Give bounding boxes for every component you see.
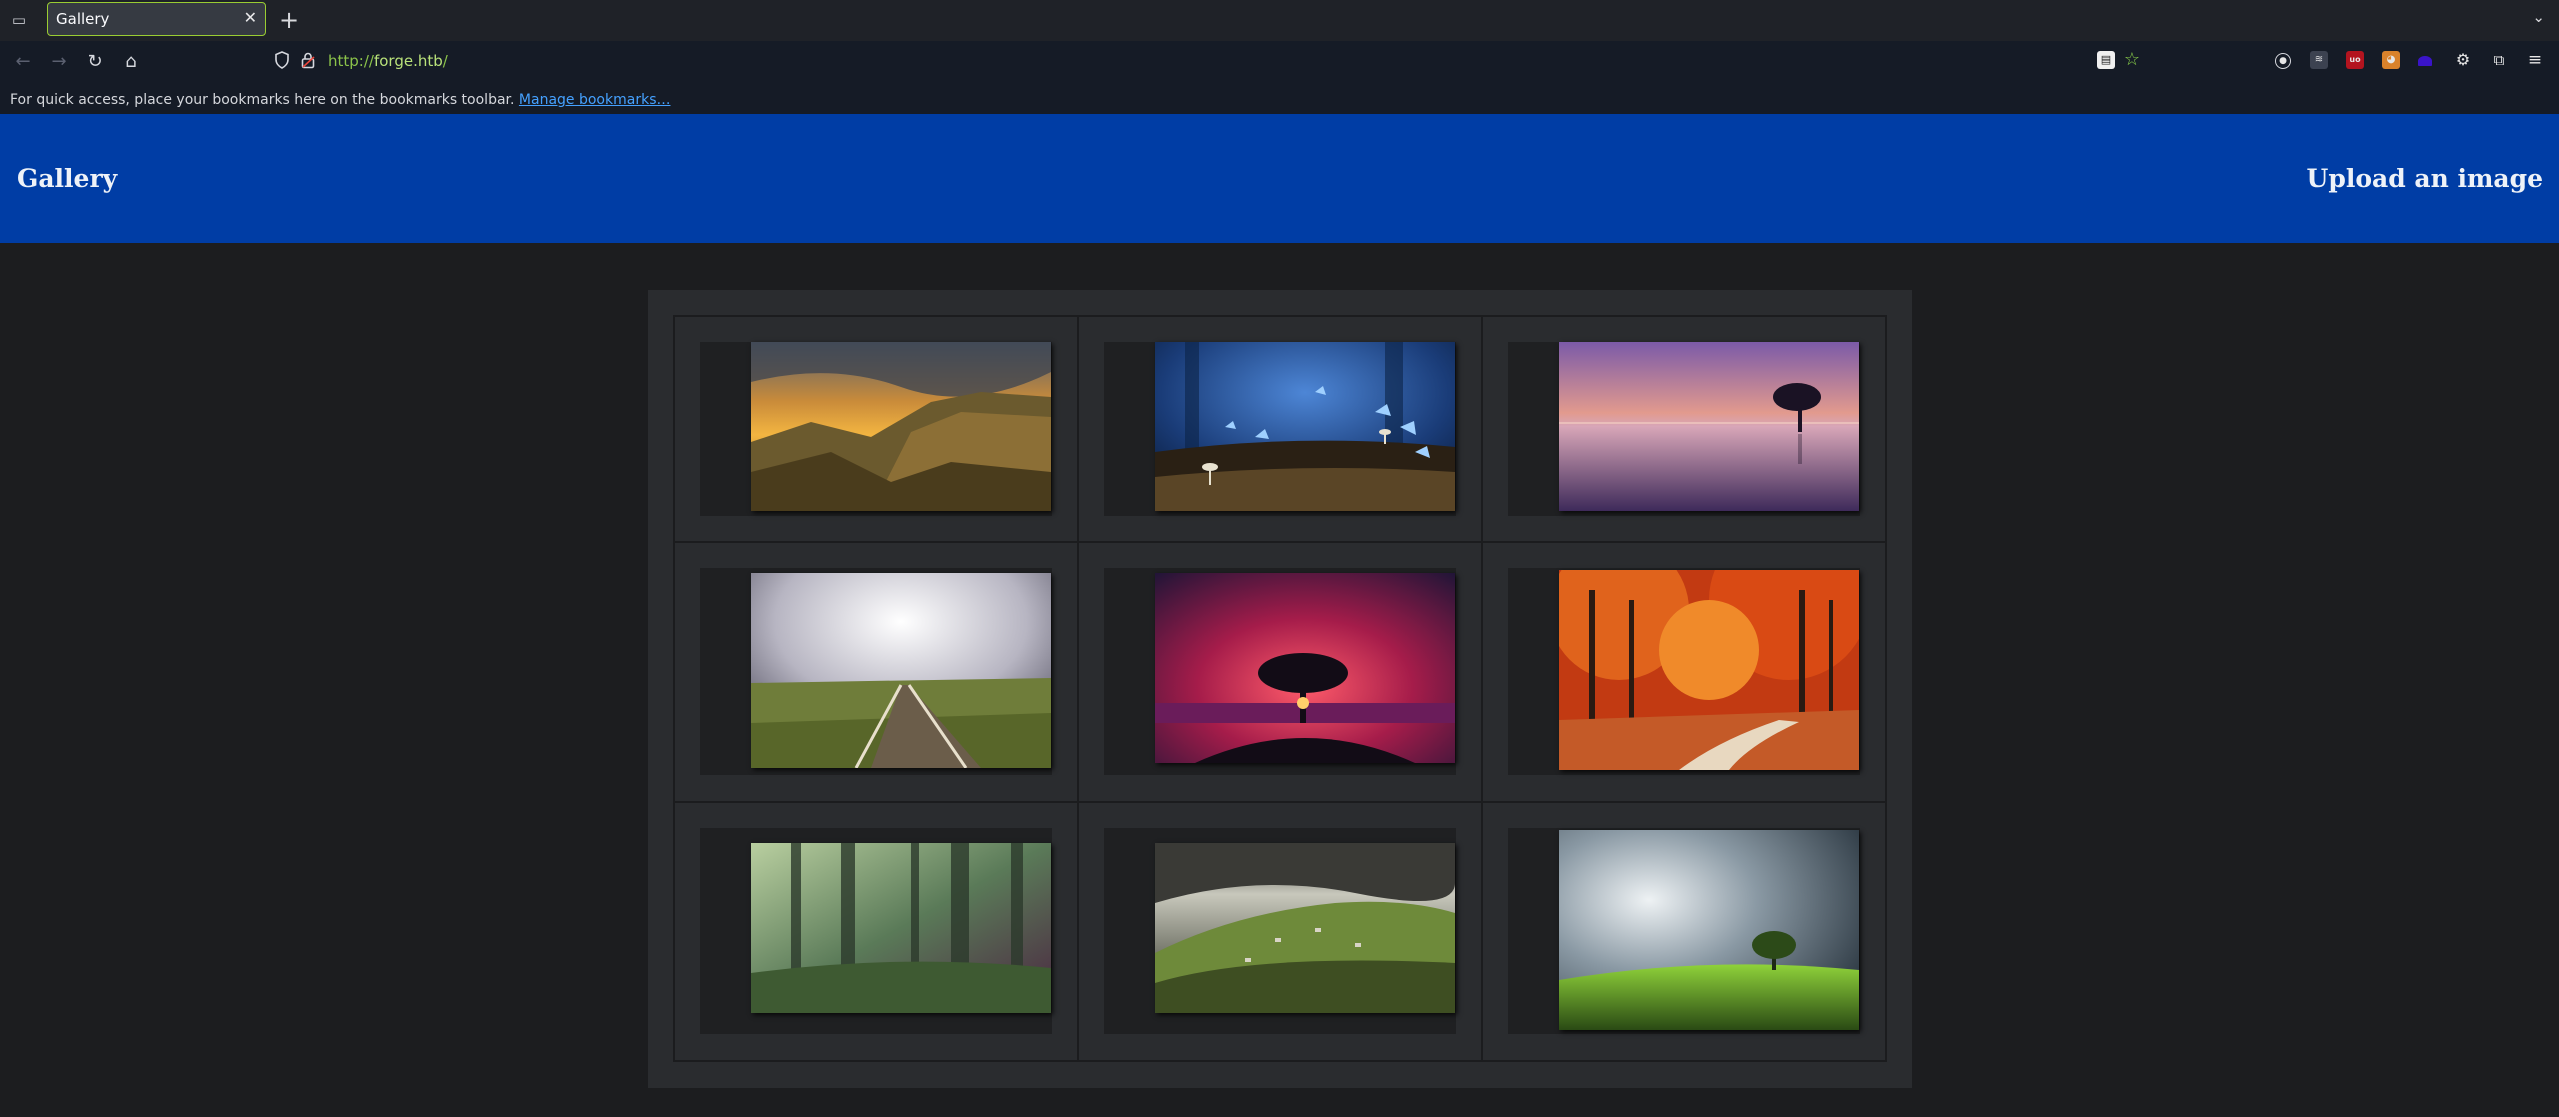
- site-header: [0, 114, 2559, 243]
- shield-icon[interactable]: [274, 51, 290, 69]
- gallery-image[interactable]: [751, 843, 1051, 1013]
- bookmarks-toolbar: [0, 85, 2559, 114]
- plus-icon[interactable]: +: [279, 6, 300, 34]
- gallery-table: [673, 315, 1887, 1062]
- gallery-image[interactable]: [1559, 830, 1859, 1030]
- manage-bookmarks-link[interactable]: Manage bookmarks…: [518, 92, 671, 108]
- url-scheme: http://: [328, 52, 374, 70]
- gallery-image[interactable]: [751, 342, 1051, 511]
- gallery-image[interactable]: [1559, 570, 1859, 770]
- gallery-image[interactable]: [1155, 573, 1455, 763]
- gallery-image[interactable]: [751, 573, 1051, 768]
- forward-arrow-icon[interactable]: →: [51, 51, 67, 72]
- foxyproxy-icon[interactable]: ◕: [2382, 51, 2400, 69]
- gallery-image[interactable]: [1559, 342, 1859, 511]
- url-bar[interactable]: http://forge.htb/: [328, 52, 448, 70]
- tab-list-icon[interactable]: ▭: [11, 11, 27, 29]
- reader-view-icon[interactable]: ▤: [2097, 51, 2115, 69]
- wappalyzer-icon[interactable]: [2418, 56, 2432, 66]
- navigation-toolbar: [0, 41, 2559, 85]
- bookmarks-hint-text: For quick access, place your bookmarks h…: [10, 92, 515, 108]
- table-divider: [1481, 315, 1483, 1062]
- home-icon[interactable]: ⌂: [125, 51, 137, 72]
- settings-extension-icon[interactable]: ⚙: [2455, 50, 2471, 69]
- table-divider: [673, 541, 1887, 543]
- bookmarks-hint: For quick access, place your bookmarks h…: [10, 92, 670, 108]
- table-divider: [673, 801, 1887, 803]
- cookie-editor-icon[interactable]: ≋: [2310, 51, 2328, 69]
- ublock-icon[interactable]: uo: [2346, 51, 2364, 69]
- page-title: Gallery: [17, 164, 118, 193]
- url-host: forge.htb: [373, 52, 443, 70]
- account-icon[interactable]: ●: [2275, 53, 2291, 69]
- close-icon[interactable]: ✕: [243, 8, 257, 27]
- gallery-image[interactable]: [1155, 342, 1455, 511]
- gallery-image[interactable]: [1155, 843, 1455, 1013]
- lock-icon[interactable]: [300, 51, 316, 69]
- puzzle-icon[interactable]: ⧉: [2493, 51, 2505, 69]
- browser-tab[interactable]: Gallery ✕: [47, 2, 266, 36]
- table-divider: [1077, 315, 1079, 1062]
- upload-image-link[interactable]: Upload an image: [2306, 164, 2543, 193]
- tab-title: Gallery: [56, 10, 110, 28]
- back-arrow-icon[interactable]: ←: [15, 51, 31, 72]
- reload-icon[interactable]: ↻: [87, 51, 103, 72]
- browser-tab-bar: [0, 0, 2559, 41]
- star-icon[interactable]: ☆: [2123, 49, 2141, 70]
- url-path: /: [442, 52, 448, 70]
- chevron-down-icon[interactable]: ⌄: [2532, 8, 2545, 26]
- menu-icon[interactable]: ≡: [2527, 50, 2543, 70]
